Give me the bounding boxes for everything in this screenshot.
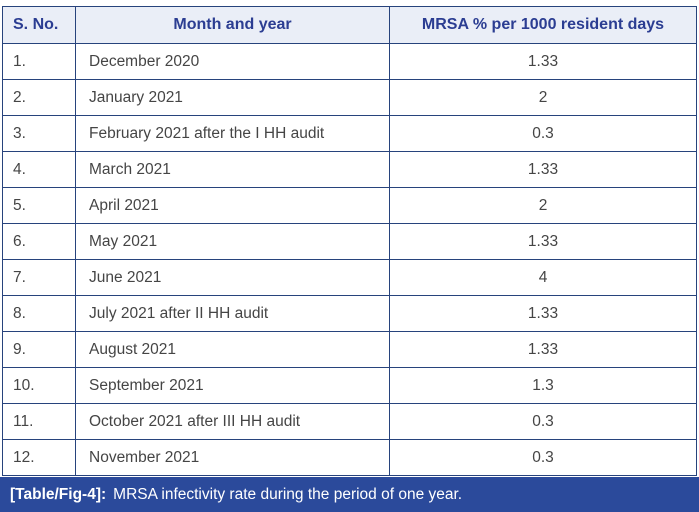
cell-sno: 6. [3, 224, 76, 259]
cell-sno: 5. [3, 188, 76, 223]
table-body: 1. December 2020 1.33 2. January 2021 2 … [3, 44, 696, 476]
cell-month: July 2021 after II HH audit [76, 296, 390, 331]
cell-month: May 2021 [76, 224, 390, 259]
cell-value: 2 [538, 196, 548, 214]
cell-value: 2 [538, 88, 548, 106]
column-header-month: Month and year [76, 7, 390, 43]
table-row: 11. October 2021 after III HH audit 0.3 [3, 404, 696, 440]
cell-month: October 2021 after III HH audit [76, 404, 390, 439]
table-row: 7. June 2021 4 [3, 260, 696, 296]
cell-sno: 8. [3, 296, 76, 331]
cell-sno: 12. [3, 440, 76, 475]
cell-month: April 2021 [76, 188, 390, 223]
table-row: 6. May 2021 1.33 [3, 224, 696, 260]
table-row: 1. December 2020 1.33 [3, 44, 696, 80]
cell-sno: 2. [3, 80, 76, 115]
cell-value: 1.33 [527, 52, 559, 70]
cell-sno: 7. [3, 260, 76, 295]
cell-value: 1.33 [527, 304, 559, 322]
caption-label: [Table/Fig-4]: [10, 485, 107, 503]
cell-month: January 2021 [76, 80, 390, 115]
cell-value: 1.3 [532, 376, 554, 394]
cell-value: 1.33 [527, 232, 559, 250]
column-header-mrsa: MRSA % per 1000 resident days [421, 16, 665, 33]
cell-sno: 3. [3, 116, 76, 151]
table-row: 12. November 2021 0.3 [3, 440, 696, 476]
cell-month: August 2021 [76, 332, 390, 367]
cell-month: March 2021 [76, 152, 390, 187]
cell-sno: 4. [3, 152, 76, 187]
cell-month: June 2021 [76, 260, 390, 295]
mrsa-table: S. No. Month and year MRSA % per 1000 re… [2, 6, 697, 476]
cell-month: December 2020 [76, 44, 390, 79]
cell-month: November 2021 [76, 440, 390, 475]
cell-value: 0.3 [532, 448, 554, 466]
cell-value: 1.33 [527, 160, 559, 178]
cell-month: February 2021 after the I HH audit [76, 116, 390, 151]
cell-month: September 2021 [76, 368, 390, 403]
table-row: 10. September 2021 1.3 [3, 368, 696, 404]
table-row: 9. August 2021 1.33 [3, 332, 696, 368]
cell-value: 0.3 [532, 412, 554, 430]
cell-value: 0.3 [532, 124, 554, 142]
cell-sno: 10. [3, 368, 76, 403]
table-header-row: S. No. Month and year MRSA % per 1000 re… [3, 7, 696, 44]
cell-sno: 9. [3, 332, 76, 367]
cell-sno: 1. [3, 44, 76, 79]
cell-value: 1.33 [527, 340, 559, 358]
cell-sno: 11. [3, 404, 76, 439]
table-row: 5. April 2021 2 [3, 188, 696, 224]
cell-value: 4 [538, 268, 548, 286]
column-header-sno: S. No. [3, 7, 76, 43]
table-row: 8. July 2021 after II HH audit 1.33 [3, 296, 696, 332]
table-caption: [Table/Fig-4]: MRSA infectivity rate dur… [0, 477, 699, 512]
table-row: 2. January 2021 2 [3, 80, 696, 116]
caption-text: MRSA infectivity rate during the period … [113, 485, 463, 503]
table-row: 3. February 2021 after the I HH audit 0.… [3, 116, 696, 152]
table-row: 4. March 2021 1.33 [3, 152, 696, 188]
